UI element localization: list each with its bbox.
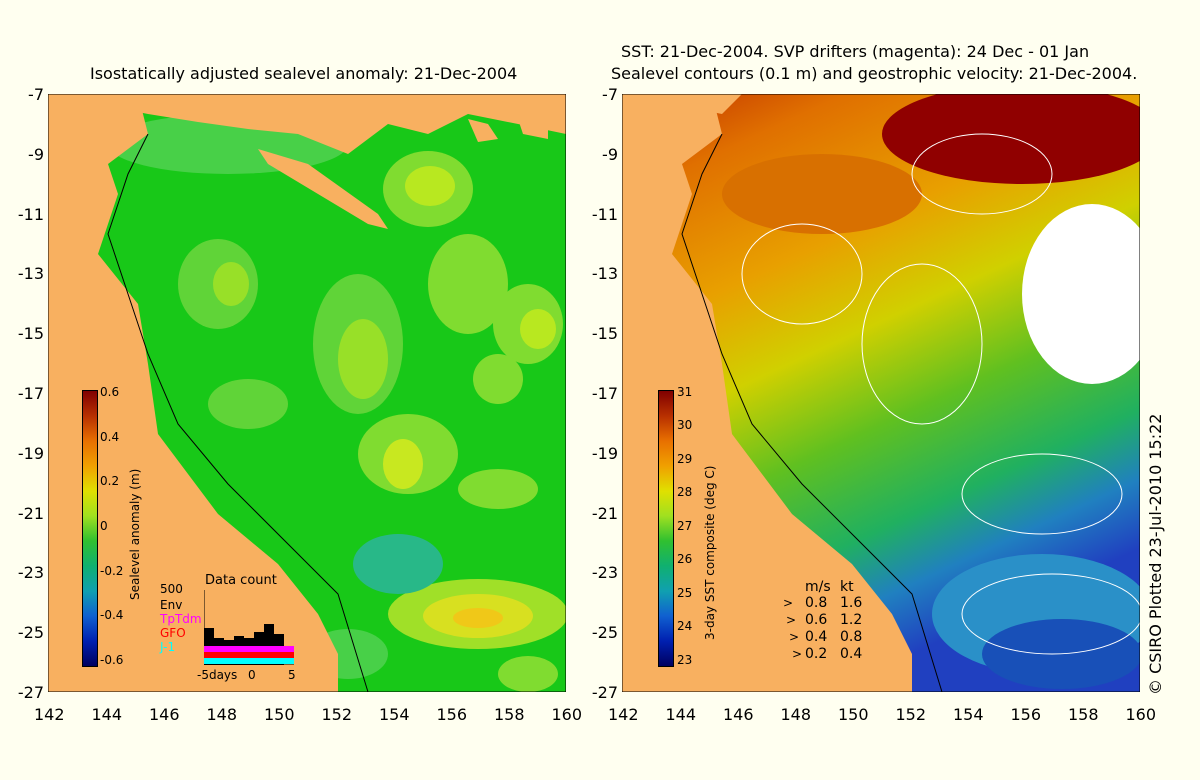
legend-env: Env — [160, 598, 183, 612]
right-colorbar-label-8: 23 — [677, 653, 693, 667]
velocity-legend-ms: 0.6 — [805, 612, 828, 628]
left-colorbar — [82, 390, 98, 667]
data-count-xtick-1: 5 — [288, 668, 296, 682]
right-y-tick: -7 — [602, 85, 618, 104]
csiro-credit: © CSIRO Plotted 23-Jul-2010 15:22 — [1146, 413, 1165, 695]
left-x-tick: 160 — [551, 705, 583, 724]
left-x-tick: 158 — [494, 705, 525, 724]
left-colorbar-title: Sealevel anomaly (m) — [128, 468, 142, 600]
left-x-tick: 144 — [91, 705, 123, 724]
left-x-tick: 150 — [264, 705, 295, 724]
right-y-tick: -25 — [591, 623, 618, 643]
left-y-tick: -21 — [17, 503, 44, 523]
australia-land — [48, 94, 338, 692]
right-y-tick: -27 — [591, 683, 618, 702]
left-colorbar-label-1: 0.4 — [100, 430, 120, 444]
right-y-tick: -11 — [591, 204, 618, 224]
left-y-tick: -23 — [17, 563, 44, 583]
left-y-tick: -27 — [17, 683, 44, 702]
left-y-tick: -11 — [17, 204, 44, 224]
velocity-arrow-icon: > — [792, 647, 803, 661]
left-y-tick: -13 — [17, 264, 44, 284]
right-y-tick: -17 — [591, 384, 618, 403]
left-colorbar-label-2: 0.2 — [100, 474, 120, 488]
left-x-tick: 148 — [206, 705, 238, 724]
right-x-tick: 148 — [780, 705, 812, 724]
sealevel-anomaly-map — [48, 94, 566, 692]
left-y-tick: -17 — [17, 384, 44, 403]
sst-map — [622, 94, 1140, 692]
left-colorbar-label-5: -0.4 — [100, 608, 124, 622]
right-colorbar-label-6: 25 — [677, 586, 693, 600]
left-y-tick: -15 — [17, 324, 44, 344]
right-x-tick: 152 — [895, 705, 927, 724]
right-x-tick: 150 — [838, 705, 869, 724]
legend-gfo: GFO — [160, 626, 186, 640]
velocity-legend-kt: 1.2 — [840, 612, 863, 628]
right-x-tick: 160 — [1125, 705, 1157, 724]
left-x-tick: 154 — [379, 705, 410, 724]
right-colorbar-title: 3-day SST composite (deg C) — [703, 465, 717, 640]
right-colorbar-label-0: 31 — [677, 385, 693, 399]
right-panel-title-line1: SST: 21-Dec-2004. SVP drifters (magenta)… — [621, 42, 1090, 61]
data-count-xlabel: -5days — [197, 668, 238, 682]
left-y-tick: -7 — [28, 85, 44, 104]
left-colorbar-label-4: -0.2 — [100, 564, 124, 578]
left-panel-title: Isostatically adjusted sealevel anomaly:… — [90, 64, 518, 83]
sealevel-map-graphic — [48, 94, 566, 692]
right-x-tick: 154 — [953, 705, 984, 724]
right-y-tick: -15 — [591, 324, 618, 344]
right-y-tick: -19 — [591, 443, 618, 463]
right-x-tick: 156 — [1010, 705, 1042, 724]
legend-tptdm: TpTdm — [160, 612, 202, 626]
left-y-tick: -19 — [17, 443, 44, 463]
data-count-xtick-0: 0 — [248, 668, 256, 682]
right-colorbar-label-1: 30 — [677, 418, 693, 432]
velocity-legend-ms-header: m/s — [805, 579, 831, 595]
right-y-tick: -21 — [591, 503, 618, 523]
right-x-tick: 146 — [723, 705, 754, 724]
data-count-scale: 500 — [160, 582, 183, 596]
velocity-legend-kt: 1.6 — [840, 595, 863, 611]
velocity-arrow-icon: > — [789, 630, 800, 644]
velocity-arrow-icon: > — [783, 596, 794, 610]
right-colorbar-label-3: 28 — [677, 485, 693, 499]
left-colorbar-label-3: 0 — [100, 519, 108, 533]
legend-j1: J-1 — [160, 640, 176, 654]
right-x-tick: 144 — [665, 705, 697, 724]
velocity-legend-kt-header: kt — [840, 579, 854, 595]
left-y-tick: -25 — [17, 623, 44, 643]
right-x-tick: 142 — [608, 705, 639, 724]
left-x-tick: 142 — [34, 705, 65, 724]
left-colorbar-label-0: 0.6 — [100, 385, 120, 399]
right-y-tick: -23 — [591, 563, 618, 583]
right-y-tick: -13 — [591, 264, 618, 284]
right-y-tick: -9 — [602, 144, 618, 164]
sst-map-graphic — [622, 94, 1140, 692]
left-x-tick: 156 — [436, 705, 468, 724]
left-x-tick: 152 — [321, 705, 353, 724]
velocity-legend-ms: 0.4 — [805, 629, 828, 645]
velocity-legend-ms: 0.2 — [805, 646, 828, 662]
velocity-legend-kt: 0.8 — [840, 629, 863, 645]
data-count-title: Data count — [205, 573, 277, 588]
right-colorbar-label-2: 29 — [677, 452, 693, 466]
velocity-legend-kt: 0.4 — [840, 646, 863, 662]
velocity-legend-ms: 0.8 — [805, 595, 828, 611]
left-colorbar-label-6: -0.6 — [100, 653, 124, 667]
png-land — [48, 94, 566, 154]
left-x-tick: 146 — [149, 705, 180, 724]
sealevel-contours — [741, 133, 1140, 655]
right-x-tick: 158 — [1068, 705, 1099, 724]
right-colorbar — [658, 390, 674, 667]
right-colorbar-label-4: 27 — [677, 519, 693, 533]
left-y-tick: -9 — [28, 144, 44, 164]
right-colorbar-label-5: 26 — [677, 552, 693, 566]
right-panel-title-line2: Sealevel contours (0.1 m) and geostrophi… — [611, 64, 1138, 83]
anomaly-patches — [63, 114, 566, 692]
right-colorbar-label-7: 24 — [677, 619, 693, 633]
data-count-chart — [203, 590, 294, 666]
velocity-arrow-icon: > — [786, 613, 797, 627]
